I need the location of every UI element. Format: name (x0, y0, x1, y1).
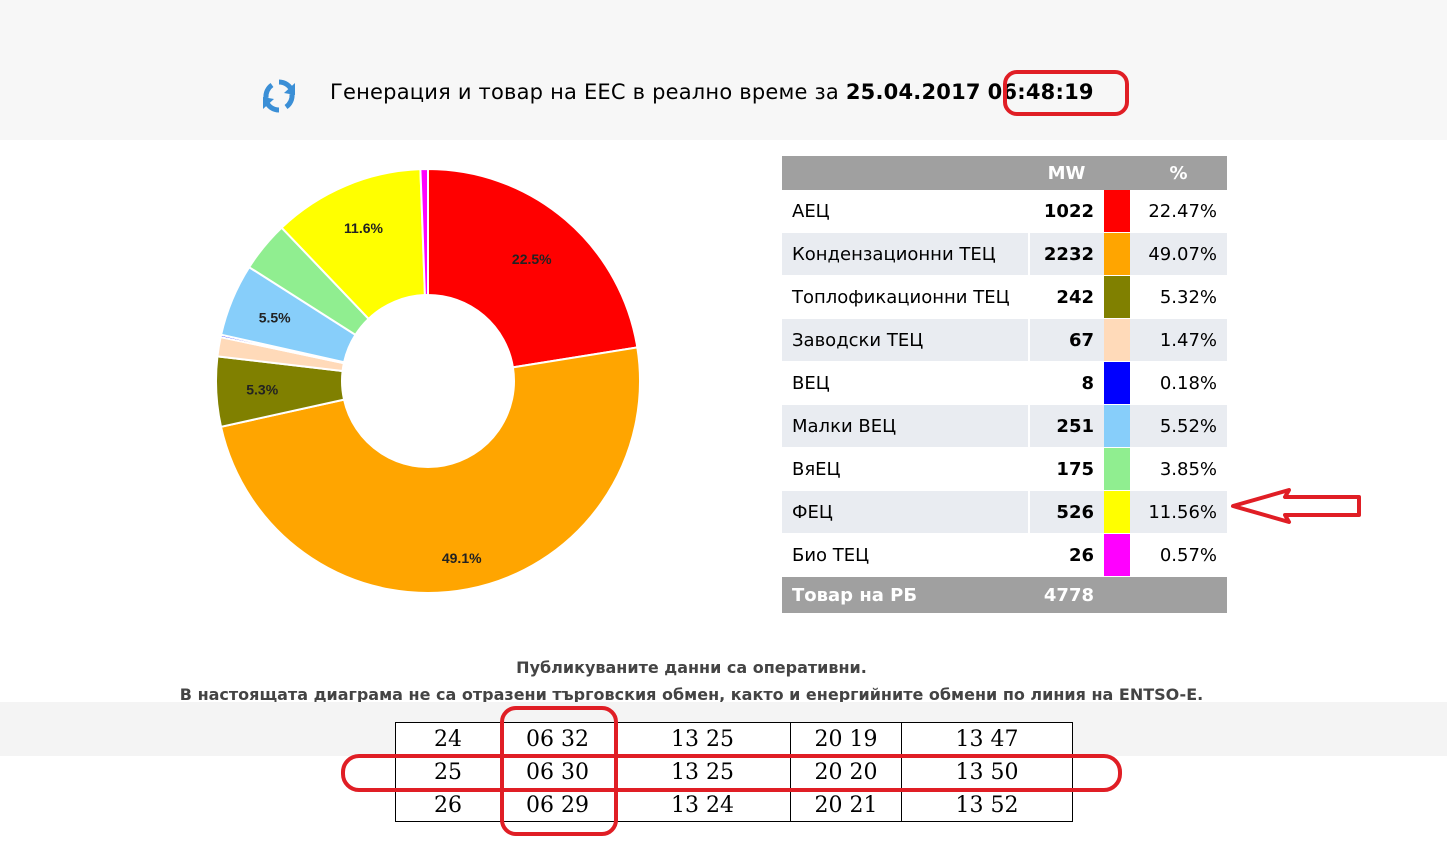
cell: 13 47 (901, 722, 1073, 756)
row-pct: 3.85% (1130, 447, 1227, 491)
table-row: ВЕЦ 8 0.18% (782, 361, 1227, 405)
slice-data-label: 11.6% (344, 220, 383, 236)
cell: 06 32 (500, 722, 615, 756)
column-highlight-circle (500, 706, 618, 836)
generation-table-header: MW % (782, 156, 1227, 190)
cell: 13 24 (614, 788, 791, 822)
row-mw: 26 (1029, 533, 1104, 577)
table-row: 26 06 29 13 24 20 21 13 52 (395, 788, 1073, 822)
cell: 20 19 (790, 722, 902, 756)
cell: 13 50 (901, 755, 1073, 789)
generation-table: MW % АЕЦ 1022 22.47% Кондензационни ТЕЦ … (782, 156, 1227, 613)
pie-slice[interactable] (219, 346, 641, 594)
color-swatch (1104, 318, 1130, 362)
cell: 13 25 (614, 755, 791, 789)
table-row: Топлофикационни ТЕЦ 242 5.32% (782, 275, 1227, 319)
slice-data-label: 22.5% (512, 251, 552, 267)
pie-slice[interactable] (427, 167, 639, 369)
row-pct: 1.47% (1130, 318, 1227, 362)
slice-data-label: 5.3% (246, 381, 278, 397)
refresh-icon[interactable] (259, 76, 299, 116)
table-row: ФЕЦ 526 11.56% (782, 490, 1227, 534)
color-swatch (1104, 232, 1130, 276)
row-mw: 67 (1029, 318, 1104, 362)
cell: 24 (395, 722, 501, 756)
row-pct: 0.57% (1130, 533, 1227, 577)
table-row: Малки ВЕЦ 251 5.52% (782, 404, 1227, 448)
color-swatch (1104, 190, 1130, 233)
total-value: 4778 (1029, 576, 1104, 613)
table-row: АЕЦ 1022 22.47% (782, 190, 1227, 233)
row-mw: 175 (1029, 447, 1104, 491)
total-swatch-empty (1104, 576, 1130, 613)
cell: 26 (395, 788, 501, 822)
row-mw: 1022 (1029, 190, 1104, 233)
row-name: ФЕЦ (782, 490, 1030, 534)
table-row: 25 06 30 13 25 20 20 13 50 (395, 755, 1073, 789)
color-swatch (1104, 404, 1130, 448)
color-swatch (1104, 275, 1130, 319)
row-mw: 251 (1029, 404, 1104, 448)
table-row: 24 06 32 13 25 20 19 13 47 (395, 722, 1073, 756)
time-highlight-circle (1003, 70, 1129, 116)
cell: 13 25 (614, 722, 791, 756)
row-pct: 0.18% (1130, 361, 1227, 405)
row-name: Малки ВЕЦ (782, 404, 1030, 448)
slice-data-label: 49.1% (442, 550, 482, 566)
row-pct: 22.47% (1130, 190, 1227, 233)
header-mw: MW (1029, 156, 1104, 190)
row-name: Кондензационни ТЕЦ (782, 232, 1030, 276)
row-name: ВяЕЦ (782, 447, 1030, 491)
color-swatch (1104, 533, 1130, 577)
header-band (0, 0, 1447, 140)
row-name: Топлофикационни ТЕЦ (782, 275, 1030, 319)
note-line-1: Публикуваните данни са оперативни. (516, 658, 867, 677)
row-pct: 5.32% (1130, 275, 1227, 319)
table-row: Заводски ТЕЦ 67 1.47% (782, 318, 1227, 362)
row-pct: 5.52% (1130, 404, 1227, 448)
row-mw: 242 (1029, 275, 1104, 319)
cell: 20 20 (790, 755, 902, 789)
cell: 13 52 (901, 788, 1073, 822)
row-pct: 11.56% (1130, 490, 1227, 534)
row-mw: 2232 (1029, 232, 1104, 276)
header-swatch (1104, 156, 1130, 190)
total-pct-empty (1130, 576, 1227, 613)
total-row: Товар на РБ 4778 (782, 576, 1227, 613)
header-empty (782, 156, 1029, 190)
arrow-annotation-icon (1231, 488, 1361, 524)
color-swatch (1104, 490, 1130, 534)
cell: 25 (395, 755, 501, 789)
cell: 06 30 (500, 755, 615, 789)
row-mw: 526 (1029, 490, 1104, 534)
note-line-2: В настоящата диаграма не са отразени тър… (179, 685, 1204, 704)
row-name: АЕЦ (782, 190, 1030, 233)
table-row: Кондензационни ТЕЦ 2232 49.07% (782, 232, 1227, 276)
pie-slice[interactable] (419, 167, 429, 297)
title-date: 25.04.2017 (845, 80, 981, 104)
row-name: Заводски ТЕЦ (782, 318, 1030, 362)
row-mw: 8 (1029, 361, 1104, 405)
color-swatch (1104, 361, 1130, 405)
donut-chart: 22.5% 49.1% 5.3% 5.5% 11.6% (215, 167, 641, 594)
slice-data-label: 5.5% (259, 309, 291, 325)
notes: Публикуваните данни са оперативни. В нас… (0, 654, 1383, 708)
total-label: Товар на РБ (782, 576, 1029, 613)
page-title: Генерация и товар на ЕЕС в реално време … (330, 80, 1094, 104)
header-pct: % (1130, 156, 1227, 190)
table-row: Био ТЕЦ 26 0.57% (782, 533, 1227, 577)
color-swatch (1104, 447, 1130, 491)
row-highlight-circle (341, 754, 1122, 792)
table-row: ВяЕЦ 175 3.85% (782, 447, 1227, 491)
title-prefix: Генерация и товар на ЕЕС в реално време … (330, 80, 839, 104)
row-name: ВЕЦ (782, 361, 1030, 405)
row-name: Био ТЕЦ (782, 533, 1030, 577)
cell: 20 21 (790, 788, 902, 822)
row-pct: 49.07% (1130, 232, 1227, 276)
